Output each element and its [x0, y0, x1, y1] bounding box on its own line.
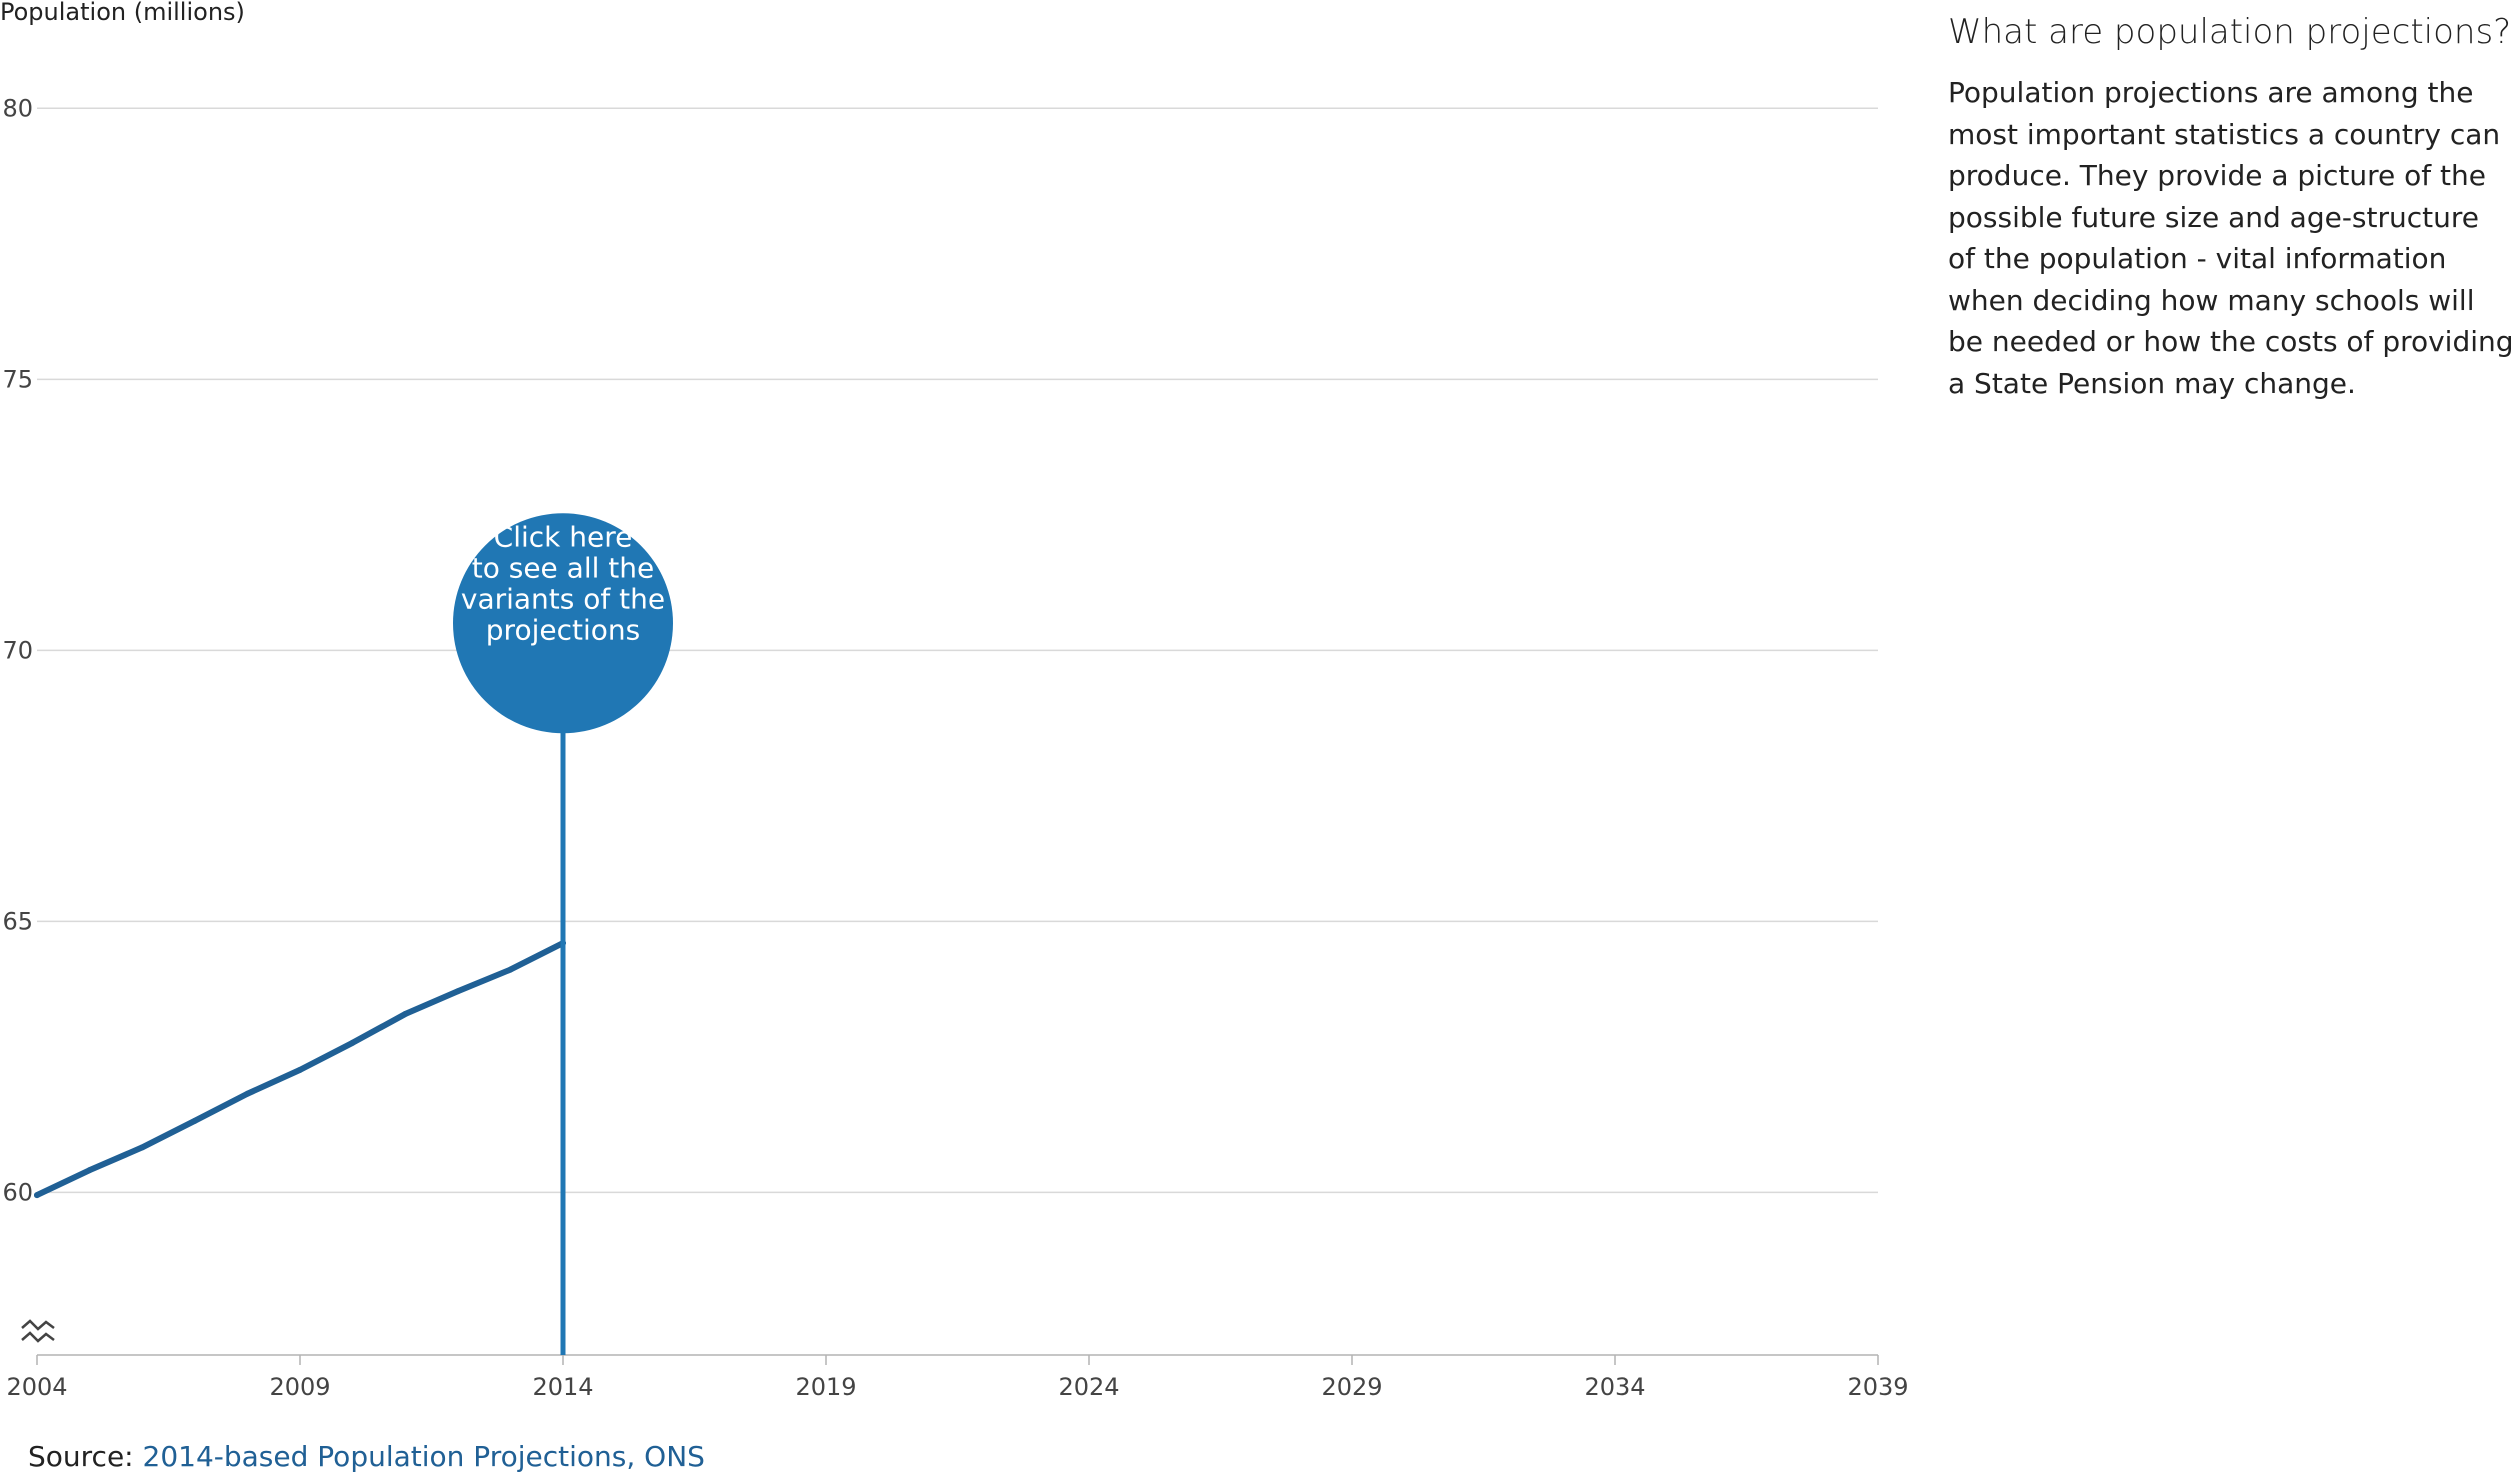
marker-label-line[interactable]: Click here — [494, 521, 633, 554]
series-layer — [34, 940, 566, 1199]
marker-bubble[interactable] — [453, 513, 673, 734]
axis-break-stroke-top — [21, 1319, 55, 1331]
data-point — [454, 988, 461, 995]
y-tick-label: 75 — [2, 365, 33, 393]
grid-lines — [37, 107, 1878, 1194]
y-tick-label: 65 — [2, 907, 33, 935]
axis-break-icon — [21, 1319, 55, 1343]
y-tick-label: 70 — [2, 636, 33, 664]
x-tick-label: 2029 — [1321, 1373, 1382, 1401]
x-tick-label: 2034 — [1584, 1373, 1645, 1401]
x-tick-label: 2009 — [269, 1373, 330, 1401]
data-point — [244, 1090, 251, 1097]
marker-label-line[interactable]: projections — [486, 614, 640, 647]
axis-break-stroke-bottom — [21, 1331, 55, 1343]
data-point — [349, 1039, 356, 1046]
x-tick-label: 2014 — [532, 1373, 593, 1401]
data-point — [139, 1144, 146, 1151]
data-point — [297, 1066, 303, 1073]
y-tick-label: 80 — [2, 94, 33, 122]
marker-label-line[interactable]: to see all the — [472, 552, 655, 585]
x-tick-label: 2024 — [1058, 1373, 1119, 1401]
y-axis-label: Population (millions) — [0, 0, 245, 26]
axes: 60 65 70 75 80 2004 2009 2014 2019 2024 2029 2034 20… — [2, 94, 1908, 1401]
info-panel-body: Population projections are among the mos… — [1948, 76, 2514, 400]
info-panel: What are population projections? Populat… — [1948, 12, 2514, 404]
x-tick-label: 2004 — [6, 1373, 67, 1401]
source-prefix: Source: — [28, 1440, 143, 1473]
y-tick-label: 60 — [2, 1178, 33, 1206]
source-link[interactable]: 2014-based Population Projections, ONS — [142, 1440, 705, 1473]
x-tick-label: 2019 — [795, 1373, 856, 1401]
data-point — [402, 1011, 409, 1018]
data-point — [191, 1117, 198, 1124]
population-chart: 60 65 70 75 80 2004 2009 2014 2019 2024 2029 2034 20… — [0, 0, 1909, 1401]
x-tick-label: 2039 — [1847, 1373, 1908, 1401]
data-point — [86, 1167, 93, 1174]
data-point — [507, 966, 514, 973]
source-note: Source: 2014-based Population Projection… — [28, 1440, 705, 1473]
marker-label-line[interactable]: variants of the — [461, 583, 665, 616]
info-panel-title: What are population projections? — [1948, 12, 2512, 52]
data-point — [34, 1192, 40, 1199]
